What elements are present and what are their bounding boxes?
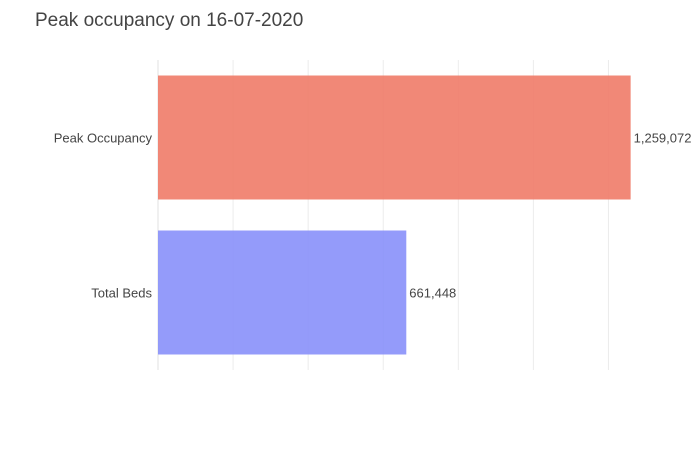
category-label: Peak Occupancy	[54, 131, 153, 146]
value-label: 1,259,072	[634, 131, 692, 146]
category-label: Total Beds	[91, 286, 152, 301]
bar	[158, 75, 631, 200]
value-label: 661,448	[409, 286, 456, 301]
bar	[158, 230, 407, 355]
chart-title: Peak occupancy on 16-07-2020	[35, 10, 304, 31]
